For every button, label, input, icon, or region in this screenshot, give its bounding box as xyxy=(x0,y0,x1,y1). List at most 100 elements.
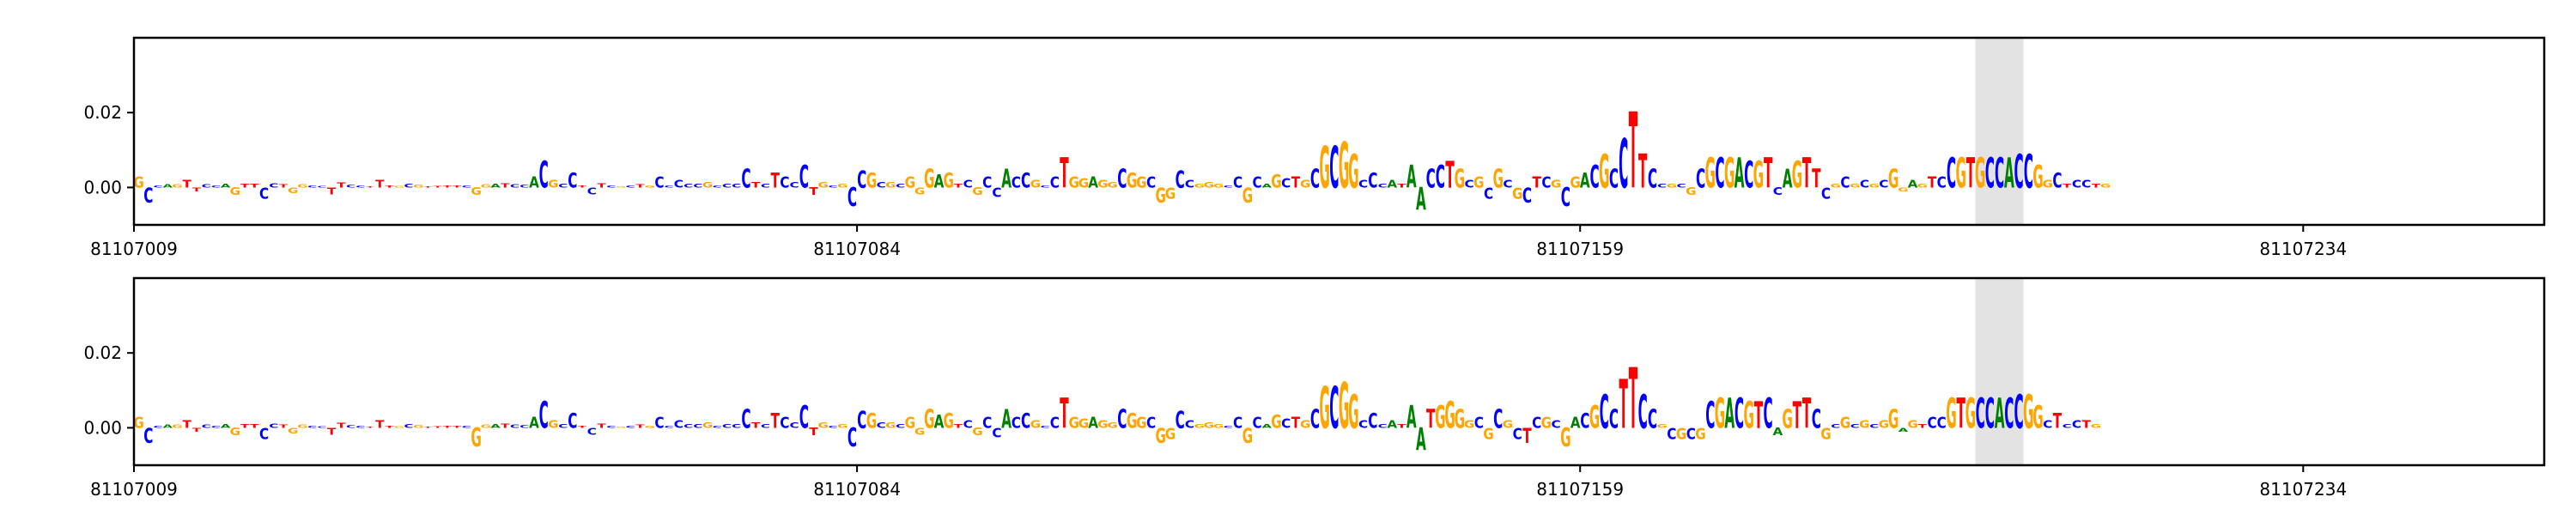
logo-letter-C: C xyxy=(828,185,837,189)
logo-letter-C: C xyxy=(732,183,741,189)
logo-letter-C: C xyxy=(1233,413,1242,432)
logo-letter-C: C xyxy=(665,426,674,429)
logo-letter-C: C xyxy=(317,426,326,428)
logo-letter-G: G xyxy=(924,404,935,434)
logo-letter-T: T xyxy=(192,427,202,433)
logo-letter-G: G xyxy=(548,179,559,191)
logo-letter-T: T xyxy=(809,427,818,439)
logo-letter-C: C xyxy=(654,413,664,432)
logo-letter-C: C xyxy=(1667,424,1676,443)
logo-letter-G: G xyxy=(230,186,241,198)
logo-letter-C: C xyxy=(1589,158,1599,195)
logo-letter-G: G xyxy=(1589,398,1601,435)
logo-letter-G: G xyxy=(1695,424,1705,443)
logo-letter-C: C xyxy=(1040,426,1049,429)
logo-letter-G: G xyxy=(1724,150,1735,197)
logo-letter-C: C xyxy=(346,425,355,429)
x-tick-label: 81107009 xyxy=(90,479,178,500)
logo-letter-G: G xyxy=(885,421,896,430)
logo-letter-A: A xyxy=(1772,427,1783,439)
logo-letter-G: G xyxy=(905,173,915,191)
logo-letter-T: T xyxy=(385,425,394,428)
logo-letter-G: G xyxy=(1348,385,1359,439)
logo-letter-C: C xyxy=(1176,408,1185,434)
logo-letter-G: G xyxy=(1242,423,1254,448)
logo-letter-G: G xyxy=(837,183,848,189)
logo-letter-T: T xyxy=(1629,352,1637,448)
logo-letter-G: G xyxy=(2100,183,2111,189)
logo-letter-G: G xyxy=(1348,145,1359,199)
logo-letter-A: A xyxy=(529,173,539,191)
logo-letter-G: G xyxy=(1165,184,1176,203)
logo-letter-A: A xyxy=(1261,183,1272,189)
logo-letter-C: C xyxy=(992,185,1001,200)
logo-letter-G: G xyxy=(1917,183,1929,189)
logo-letter-C: C xyxy=(1329,376,1339,442)
logo-letter-C: C xyxy=(963,419,973,431)
logo-letter-G: G xyxy=(1156,183,1167,208)
logo-letter-A: A xyxy=(1416,421,1426,458)
logo-letter-C: C xyxy=(674,179,683,191)
logo-letter-C: C xyxy=(1426,164,1436,194)
logo-letter-C: C xyxy=(462,185,471,189)
logo-letter-G: G xyxy=(471,186,482,198)
logo-letter-C: C xyxy=(683,423,693,429)
logo-letter-C: C xyxy=(1436,158,1445,195)
logo-letter-C: C xyxy=(1831,423,1840,429)
logo-letter-C: C xyxy=(346,185,355,189)
logo-letter-G: G xyxy=(481,183,492,189)
logo-letter-C: C xyxy=(2063,423,2072,429)
logo-letter-C: C xyxy=(1281,415,1291,431)
logo-letter-C: C xyxy=(2081,179,2091,191)
logo-letter-C: C xyxy=(1050,173,1060,191)
logo-letter-G: G xyxy=(1792,153,1803,197)
logo-letter-A: A xyxy=(934,172,945,192)
logo-letter-A: A xyxy=(221,183,231,189)
logo-letter-C: C xyxy=(1821,184,1831,203)
logo-letter-C: C xyxy=(1233,173,1242,191)
logo-letter-G: G xyxy=(1300,419,1311,431)
logo-letter-C: C xyxy=(510,424,519,429)
logo-letter-C: C xyxy=(1937,173,1947,191)
logo-letter-T: T xyxy=(443,426,453,429)
logo-letter-G: G xyxy=(1097,419,1109,431)
logo-letter-T: T xyxy=(1629,93,1637,213)
logo-letter-G: G xyxy=(1204,180,1215,190)
logo-letter-C: C xyxy=(1503,179,1512,191)
logo-letter-C: C xyxy=(790,180,799,190)
logo-letter-C: C xyxy=(877,180,886,190)
logo-letter-C: C xyxy=(1146,173,1156,191)
logo-letter-C: C xyxy=(828,426,837,429)
logo-letter-C: C xyxy=(1021,409,1030,433)
logo-letter-G: G xyxy=(1339,371,1350,443)
logo-letter-C: C xyxy=(1850,423,1860,429)
logo-letter-T: T xyxy=(423,427,433,428)
logo-letter-G: G xyxy=(944,168,955,193)
logo-letter-C: C xyxy=(1522,183,1532,208)
logo-letter-T: T xyxy=(1812,164,1821,194)
logo-letter-C: C xyxy=(1619,125,1628,204)
logo-letter-G: G xyxy=(1078,415,1089,431)
logo-letter-T: T xyxy=(501,422,509,429)
logo-letter-C: C xyxy=(519,185,529,189)
logo-letter-C: C xyxy=(877,421,886,430)
logo-letter-C: C xyxy=(1310,404,1320,434)
logo-letter-T: T xyxy=(1291,173,1301,191)
logo-letter-T: T xyxy=(1291,413,1301,432)
logo-panel-bottom: GC C A G T TC C AGT T C C T GG C C TT C C T T T G C G T T T T C GG A T C… xyxy=(83,276,2546,500)
logo-letter-G: G xyxy=(1898,186,1909,192)
logo-letter-T: T xyxy=(327,186,336,197)
logo-letter-C: C xyxy=(761,183,770,189)
logo-letter-T: T xyxy=(770,409,780,433)
logo-letter-C: C xyxy=(153,185,162,189)
logo-letter-C: C xyxy=(683,183,693,189)
x-tick-label: 81107234 xyxy=(2259,239,2347,259)
logo-letter-G: G xyxy=(1859,419,1870,431)
logo-letter-C: C xyxy=(654,173,664,191)
logo-letter-G: G xyxy=(2023,385,2034,439)
logo-letter-T: T xyxy=(1060,391,1069,438)
logo-letter-A: A xyxy=(1571,413,1581,432)
logo-letter-C: C xyxy=(1050,413,1060,432)
logo-letter-C: C xyxy=(1224,185,1233,189)
